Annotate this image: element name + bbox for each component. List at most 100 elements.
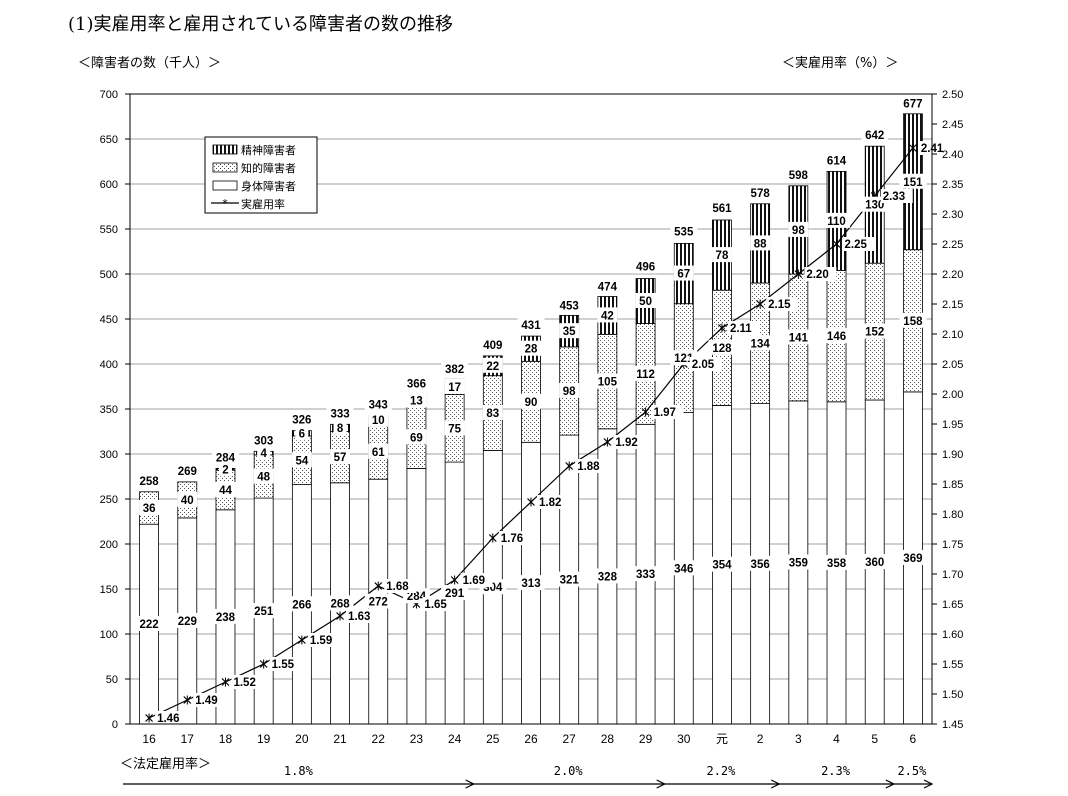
label-bg [211, 608, 239, 624]
phys-value-label: 272 [364, 593, 392, 609]
intel-value-label: 105 [593, 373, 621, 389]
data-label: 354 [712, 560, 732, 572]
total-value-label: 343 [364, 396, 392, 412]
y2-tick-label: 2.50 [942, 89, 963, 101]
label-bg [295, 425, 309, 441]
rate-value-label: 1.59 [307, 633, 340, 647]
total-value-label: 409 [479, 336, 507, 352]
data-label: 222 [140, 619, 159, 631]
label-bg [708, 200, 736, 216]
mental-value-label: 88 [750, 235, 771, 251]
legend-label: 身体障害者 [241, 179, 296, 193]
label-bg [521, 393, 541, 409]
data-label: 535 [674, 227, 694, 239]
rate-value-label: 2.11 [727, 321, 760, 335]
label-bg [899, 549, 927, 565]
phys-value-label: 328 [593, 568, 621, 584]
label-bg [135, 616, 163, 631]
mental-value-label: 50 [635, 293, 656, 308]
y-tick-label: 0 [112, 719, 118, 731]
phys-value-label: 268 [326, 595, 354, 611]
data-label: 134 [751, 338, 771, 350]
data-label: 561 [712, 203, 732, 215]
total-value-label: 333 [326, 405, 354, 421]
data-label: 8 [337, 423, 344, 435]
data-label: 1.49 [195, 695, 217, 707]
intel-value-label: 152 [861, 323, 889, 339]
y2-tick-label: 2.30 [942, 209, 963, 221]
data-label: 284 [407, 591, 427, 603]
mental-value-label: 17 [444, 378, 465, 394]
data-label: 1.82 [539, 497, 561, 509]
label-bg [784, 554, 812, 570]
data-label: 146 [827, 331, 846, 343]
y-tick-label: 600 [100, 179, 118, 191]
x-tick-label: 6 [910, 732, 917, 746]
label-bg [670, 560, 698, 576]
label-bg [861, 554, 889, 569]
label-bg [173, 462, 201, 478]
data-label: 431 [521, 320, 541, 332]
data-label: 151 [903, 177, 923, 189]
total-value-label: 677 [899, 95, 927, 111]
label-bg [444, 420, 465, 436]
intel-value-label: 75 [444, 420, 465, 436]
data-label: 474 [598, 281, 618, 293]
data-label: 614 [827, 155, 847, 167]
legend-swatch [212, 144, 238, 155]
legend-marker: * [222, 197, 228, 210]
rate-marker [145, 713, 154, 723]
data-label: 360 [865, 557, 884, 569]
rate-value-label: 1.92 [613, 435, 646, 449]
total-value-label: 382 [441, 361, 469, 377]
data-label: 229 [178, 616, 197, 628]
mental-value-label: 22 [482, 357, 503, 373]
total-value-label: 496 [632, 258, 660, 274]
phys-value-label: 251 [250, 603, 278, 619]
intel-value-label: 83 [482, 405, 503, 421]
y-tick-label: 50 [106, 674, 118, 686]
label-bg [482, 357, 503, 373]
intel-value-label: 128 [708, 339, 736, 355]
rate-marker [450, 575, 459, 585]
x-tick-label: 23 [410, 732, 424, 746]
total-value-label: 269 [173, 462, 201, 478]
total-value-label: 474 [593, 278, 621, 294]
total-value-label: 303 [250, 432, 278, 448]
label-bg [899, 312, 927, 328]
label-bg [823, 328, 851, 344]
y2-tick-label: 2.15 [942, 299, 963, 311]
intel-value-label: 141 [784, 329, 812, 345]
intel-value-label: 36 [139, 500, 160, 515]
y2-tick-label: 1.65 [942, 599, 963, 611]
intel-value-label: 98 [559, 383, 580, 398]
data-label: 75 [448, 423, 461, 435]
x-tick-label: 26 [524, 732, 538, 746]
data-label: 303 [254, 435, 273, 447]
intel-value-label: 90 [521, 393, 541, 409]
mental-value-label: 42 [597, 307, 618, 323]
mental-value-label: 110 [823, 212, 851, 228]
data-label: 90 [525, 397, 538, 409]
data-label: 98 [563, 386, 576, 398]
label-bg [593, 278, 621, 294]
y-tick-label: 250 [100, 494, 118, 506]
rate-value-label: 1.69 [460, 573, 493, 587]
y2-tick-label: 1.60 [942, 629, 963, 641]
total-value-label: 598 [784, 166, 812, 182]
data-label: 121 [674, 353, 694, 365]
y-tick-label: 650 [100, 134, 118, 146]
data-label: 366 [407, 379, 426, 391]
data-label: 17 [448, 382, 461, 394]
label-bg [632, 258, 660, 274]
y2-tick-label: 2.10 [942, 329, 963, 341]
label-bg [288, 411, 316, 427]
data-label: 78 [716, 250, 729, 262]
data-label: 1.63 [348, 611, 370, 623]
x-tick-label: 19 [257, 732, 271, 746]
label-bg [333, 419, 347, 435]
data-label: 128 [712, 343, 732, 355]
left-axis-header: ＜障害者の数（千人）＞ [78, 56, 222, 71]
data-label: 358 [827, 558, 847, 570]
y2-tick-label: 2.00 [942, 389, 963, 401]
